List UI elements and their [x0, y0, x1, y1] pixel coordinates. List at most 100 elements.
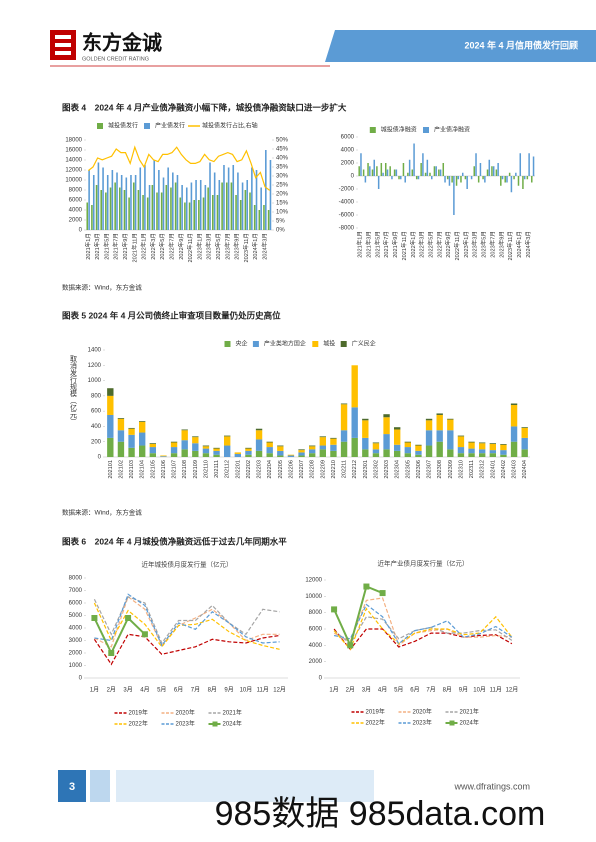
figure-source: 数据来源：Wind，东方金诚 — [62, 508, 142, 517]
bar — [362, 169, 365, 176]
y-tick-label: 0 — [98, 455, 102, 461]
x-tick-label: 2023年1月 — [195, 233, 203, 260]
bar — [398, 176, 400, 180]
bar — [153, 160, 156, 230]
marker — [379, 590, 386, 597]
bar-segment — [362, 418, 369, 421]
bar-segment — [415, 444, 422, 446]
y-tick-label: 6000 — [69, 601, 83, 607]
legend-label: 2021年 — [223, 709, 242, 717]
y2-tick-label: 15% — [276, 201, 289, 207]
figure-caption: 图表 6 2024 年 4 月城投债净融资远低于过去几年同期水平 — [62, 536, 287, 546]
bar — [106, 175, 109, 230]
bar-segment — [181, 429, 188, 431]
bar — [204, 185, 207, 230]
x-tick-label: 2023年5月 — [214, 233, 222, 260]
bar — [105, 192, 107, 230]
x-tick-label: 2022年5月 — [158, 233, 166, 260]
y-tick-label: 8000 — [69, 576, 83, 582]
x-tick-label: 6月 — [410, 687, 419, 694]
x-tick-label: 2022年1月 — [140, 233, 148, 260]
x-tick-label: 3月 — [362, 687, 371, 694]
bar-segment — [383, 449, 390, 457]
bar-segment — [128, 434, 135, 448]
legend-label: 城投债发行 — [108, 122, 138, 130]
bar — [433, 166, 436, 176]
bar — [407, 172, 409, 176]
footer: 3 www.dfratings.com — [58, 770, 530, 802]
bar-segment — [489, 450, 496, 454]
bar-segment — [404, 447, 411, 454]
x-tick-label: 202403 — [512, 460, 518, 479]
bar-segment — [415, 454, 422, 457]
bar — [389, 166, 391, 176]
legend-label: 产业债净融资 — [434, 126, 470, 134]
x-tick-label: 202311 — [469, 460, 475, 478]
bar-segment — [489, 443, 496, 445]
bar — [373, 159, 375, 176]
y-tick-label: 200 — [91, 439, 102, 445]
x-tick-label: 2021年7月 — [382, 231, 390, 258]
bar — [146, 197, 149, 230]
bar — [151, 185, 154, 230]
banner-title: 2024 年 4 月信用债发行回顾 — [464, 39, 578, 50]
bar — [470, 176, 473, 180]
bar-segment — [425, 420, 433, 431]
bar — [167, 167, 169, 230]
bar — [526, 176, 529, 180]
bar-segment — [224, 436, 231, 446]
x-tick-label: 202101 — [108, 460, 114, 479]
bar — [188, 202, 191, 230]
bar — [413, 143, 415, 176]
x-tick-label: 202112 — [225, 460, 231, 478]
x-tick-label: 3月 — [123, 687, 132, 694]
x-tick-label: 2021年7月 — [112, 233, 120, 260]
y2-tick-label: 40% — [276, 156, 289, 162]
bar — [442, 163, 445, 176]
x-tick-label: 2023年5月 — [480, 231, 488, 258]
bar — [369, 166, 371, 176]
bar — [265, 150, 267, 230]
x-tick-label: 202110 — [203, 460, 209, 478]
bar — [102, 167, 104, 230]
bar — [431, 176, 433, 180]
bar — [513, 176, 515, 180]
bar-segment — [510, 441, 518, 457]
bar-segment — [139, 432, 146, 446]
bar-segment — [298, 452, 305, 456]
bar-segment — [447, 430, 454, 450]
bar-segment — [160, 455, 167, 457]
bar — [460, 176, 462, 183]
bar-segment — [479, 453, 486, 457]
line — [333, 607, 513, 651]
y-tick-label: 0 — [79, 676, 83, 682]
bar — [91, 205, 93, 230]
bar-segment — [425, 445, 433, 457]
bar-segment — [117, 418, 125, 431]
x-tick-label: 202310 — [458, 460, 464, 479]
bar — [386, 169, 389, 176]
bar-segment — [340, 404, 348, 431]
x-tick-label: 202107 — [172, 460, 178, 479]
bar-segment — [489, 444, 496, 451]
bar — [249, 192, 251, 230]
y2-tick-label: 30% — [276, 174, 289, 180]
y-tick-label: 0 — [319, 676, 323, 682]
y-tick-label: -4000 — [339, 200, 355, 206]
bar — [531, 176, 533, 183]
y-tick-label: 4000 — [341, 148, 355, 154]
y-tick-label: 4000 — [309, 643, 323, 649]
bar-segment — [330, 438, 337, 445]
bar-segment — [170, 453, 178, 457]
bar — [176, 175, 179, 230]
x-tick-label: 2月 — [346, 687, 355, 694]
legend-swatch — [340, 341, 347, 347]
logo-icon-stripe — [55, 43, 71, 47]
chart-title: 近年城投债月度发行量（亿元） — [142, 560, 233, 569]
bar — [424, 172, 427, 176]
bar — [185, 187, 188, 230]
bar — [384, 163, 387, 176]
bar — [371, 169, 374, 176]
bar — [128, 197, 130, 230]
y-tick-label: 1400 — [88, 348, 102, 354]
